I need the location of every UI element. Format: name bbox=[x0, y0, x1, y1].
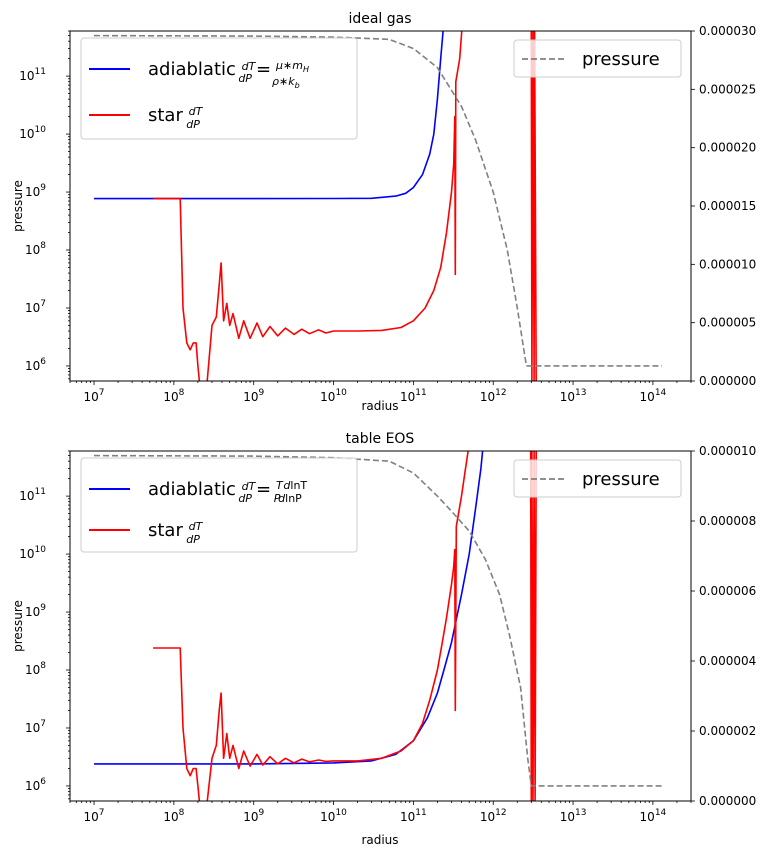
y-ticks: 106 107 108 109 1010 1011 bbox=[19, 450, 70, 800]
y2-ticks: 0.000000 0.000002 0.000004 0.000006 0.000008… bbox=[691, 444, 756, 808]
x-tick-label: 1011 bbox=[400, 808, 427, 824]
x-tick-label: 1013 bbox=[560, 808, 587, 824]
series-layer bbox=[93, 451, 662, 801]
series-star bbox=[153, 451, 469, 801]
y-tick-label: 109 bbox=[25, 183, 46, 199]
series-pressure bbox=[93, 454, 662, 787]
legend-box bbox=[513, 39, 682, 78]
y-tick-label: 1011 bbox=[19, 67, 46, 83]
y-tick-label: 106 bbox=[25, 357, 46, 373]
x-tick-label: 1014 bbox=[640, 808, 667, 824]
chart-table-eos: table EOS 107 108 109 1010 1011 1012 1013 1014 … bbox=[11, 431, 756, 847]
legend-entry-pressure: pressure bbox=[582, 469, 660, 490]
legend-right: pressure bbox=[513, 459, 682, 498]
y-tick-label: 106 bbox=[25, 777, 46, 793]
legend-box bbox=[80, 457, 358, 553]
chart-title: table EOS bbox=[346, 431, 415, 447]
series-star bbox=[529, 451, 537, 801]
x-tick-label: 1010 bbox=[320, 388, 347, 404]
series-pressure bbox=[93, 34, 662, 367]
x-tick-label: 1014 bbox=[640, 388, 667, 404]
x-tick-label: 1013 bbox=[560, 388, 587, 404]
y-axis-label: pressure bbox=[11, 180, 25, 232]
x-tick-label: 1012 bbox=[480, 808, 507, 824]
series-star bbox=[530, 31, 537, 381]
y-tick-label: 1011 bbox=[19, 487, 46, 503]
series-adiabatic bbox=[94, 451, 484, 765]
y-tick-label: 1010 bbox=[19, 125, 46, 141]
chart-title: ideal gas bbox=[348, 11, 411, 27]
y2-tick-label: 0.000010 bbox=[699, 257, 756, 271]
y2-tick-label: 0.000020 bbox=[699, 141, 756, 155]
x-tick-label: 109 bbox=[243, 388, 264, 404]
y-tick-label: 1010 bbox=[19, 545, 46, 561]
y-tick-label: 107 bbox=[25, 719, 46, 735]
y-tick-label: 109 bbox=[25, 603, 46, 619]
legend-entry-pressure: pressure bbox=[582, 49, 660, 70]
x-tick-label: 108 bbox=[163, 808, 184, 824]
x-ticks: 107 108 109 1010 1011 1012 1013 1014 bbox=[69, 381, 692, 404]
y2-tick-label: 0.000006 bbox=[699, 584, 756, 598]
legend-right: pressure bbox=[513, 39, 682, 78]
y2-tick-label: 0.000002 bbox=[699, 724, 756, 738]
legend-left: adiablatic dT dP = T PdlnT dlnP star dT dP bbox=[80, 457, 358, 553]
x-axis-label: radius bbox=[361, 833, 398, 847]
plot-frame bbox=[69, 450, 692, 802]
x-tick-label: 1010 bbox=[320, 808, 347, 824]
x-tick-label: 107 bbox=[84, 388, 105, 404]
y2-ticks: 0.000000 0.000005 0.000010 0.000015 0.000020… bbox=[691, 24, 756, 388]
x-tick-label: 108 bbox=[163, 388, 184, 404]
x-tick-label: 107 bbox=[84, 808, 105, 824]
series-layer bbox=[93, 31, 662, 381]
y2-tick-label: 0.000030 bbox=[699, 24, 756, 38]
series-adiabatic bbox=[94, 31, 444, 200]
y2-tick-label: 0.000010 bbox=[699, 444, 756, 458]
y-tick-label: 108 bbox=[25, 241, 46, 257]
legend-left: adiablatic dT dP = μ∗mH ρ∗kb star dT dP bbox=[80, 37, 358, 140]
y-tick-label: 108 bbox=[25, 661, 46, 677]
y2-tick-label: 0.000000 bbox=[699, 374, 756, 388]
x-ticks: 107 108 109 1010 1011 1012 1013 1014 bbox=[69, 801, 692, 824]
y2-tick-label: 0.000000 bbox=[699, 794, 756, 808]
y2-tick-label: 0.000015 bbox=[699, 199, 756, 213]
y2-tick-label: 0.000005 bbox=[699, 316, 756, 330]
y2-tick-label: 0.000008 bbox=[699, 514, 756, 528]
chart-ideal-gas: ideal gas 107 108 109 1010 1011 1012 1013 1014 … bbox=[11, 11, 756, 413]
y2-tick-label: 0.000004 bbox=[699, 654, 756, 668]
y2-tick-label: 0.000025 bbox=[699, 82, 756, 96]
series-star bbox=[153, 31, 463, 381]
legend-box bbox=[80, 37, 358, 140]
x-axis-label: radius bbox=[361, 399, 398, 413]
y-axis-label: pressure bbox=[11, 600, 25, 652]
y-ticks: 106 107 108 109 1010 1011 bbox=[19, 30, 70, 380]
x-tick-label: 1012 bbox=[480, 388, 507, 404]
x-tick-label: 1011 bbox=[400, 388, 427, 404]
legend-box bbox=[513, 459, 682, 498]
x-tick-label: 109 bbox=[243, 808, 264, 824]
y-tick-label: 107 bbox=[25, 299, 46, 315]
